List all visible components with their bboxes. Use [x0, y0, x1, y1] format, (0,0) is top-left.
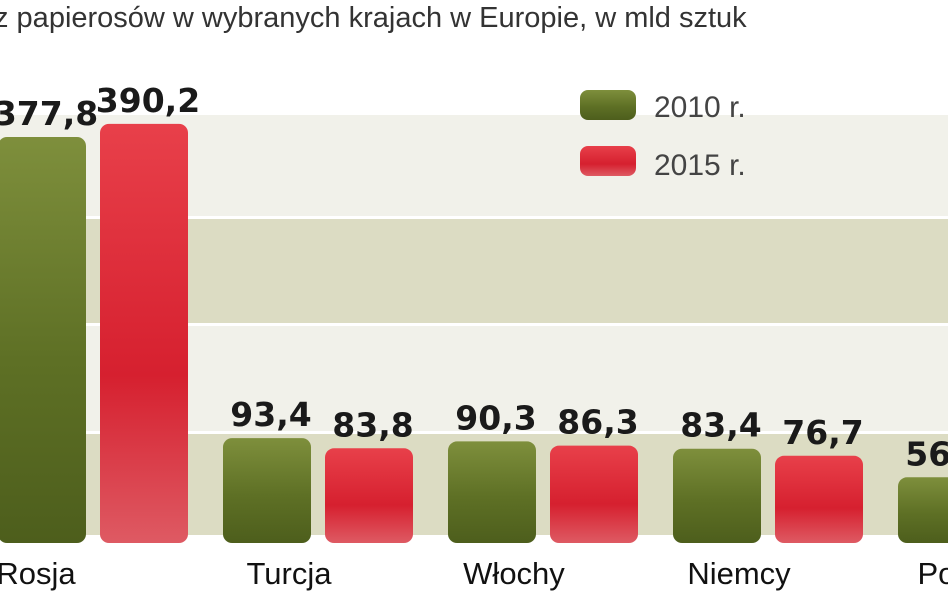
grid-line: [0, 431, 948, 434]
legend-label-2010: 2010 r.: [654, 91, 746, 124]
value-label-włochy-2015: 86,3: [557, 403, 638, 442]
value-label-rosja-2015: 390,2: [96, 81, 200, 120]
bars-group: [0, 123, 948, 543]
bar-niemcy-2015: [775, 455, 863, 543]
category-label-turcja: Turcja: [247, 556, 333, 591]
bar-turcja-2015: [325, 448, 413, 543]
value-label-turcja-2010: 93,4: [230, 395, 311, 434]
bar-niemcy-2010: [673, 448, 761, 543]
bar-polska-2010: [898, 477, 948, 543]
legend-swatch-2015: [580, 146, 636, 176]
grid-line: [0, 216, 948, 219]
bar-włochy-2010: [448, 441, 536, 543]
grid-line: [0, 323, 948, 326]
category-label-polska: Polska: [917, 556, 948, 591]
category-label-rosja: Rosja: [0, 556, 76, 591]
value-label-rosja-2010: 377,8: [0, 94, 98, 133]
bar-włochy-2015: [550, 445, 638, 543]
chart-title: z papierosów w wybranych krajach w Europ…: [0, 2, 747, 34]
legend-swatch-2010: [580, 90, 636, 120]
bar-rosja-2015: [100, 123, 188, 543]
category-label-włochy: Włochy: [463, 556, 565, 591]
category-label-niemcy: Niemcy: [687, 556, 791, 591]
legend-label-2015: 2015 r.: [654, 149, 746, 182]
value-label-włochy-2010: 90,3: [455, 398, 536, 437]
value-label-niemcy-2010: 83,4: [680, 406, 761, 445]
value-label-turcja-2015: 83,8: [332, 405, 413, 444]
value-label-polska-2010: 56,4: [905, 434, 948, 473]
value-label-niemcy-2015: 76,7: [782, 413, 863, 452]
legend: 2010 r. 2015 r.: [580, 90, 746, 182]
bar-rosja-2010: [0, 137, 86, 543]
bar-turcja-2010: [223, 438, 311, 543]
